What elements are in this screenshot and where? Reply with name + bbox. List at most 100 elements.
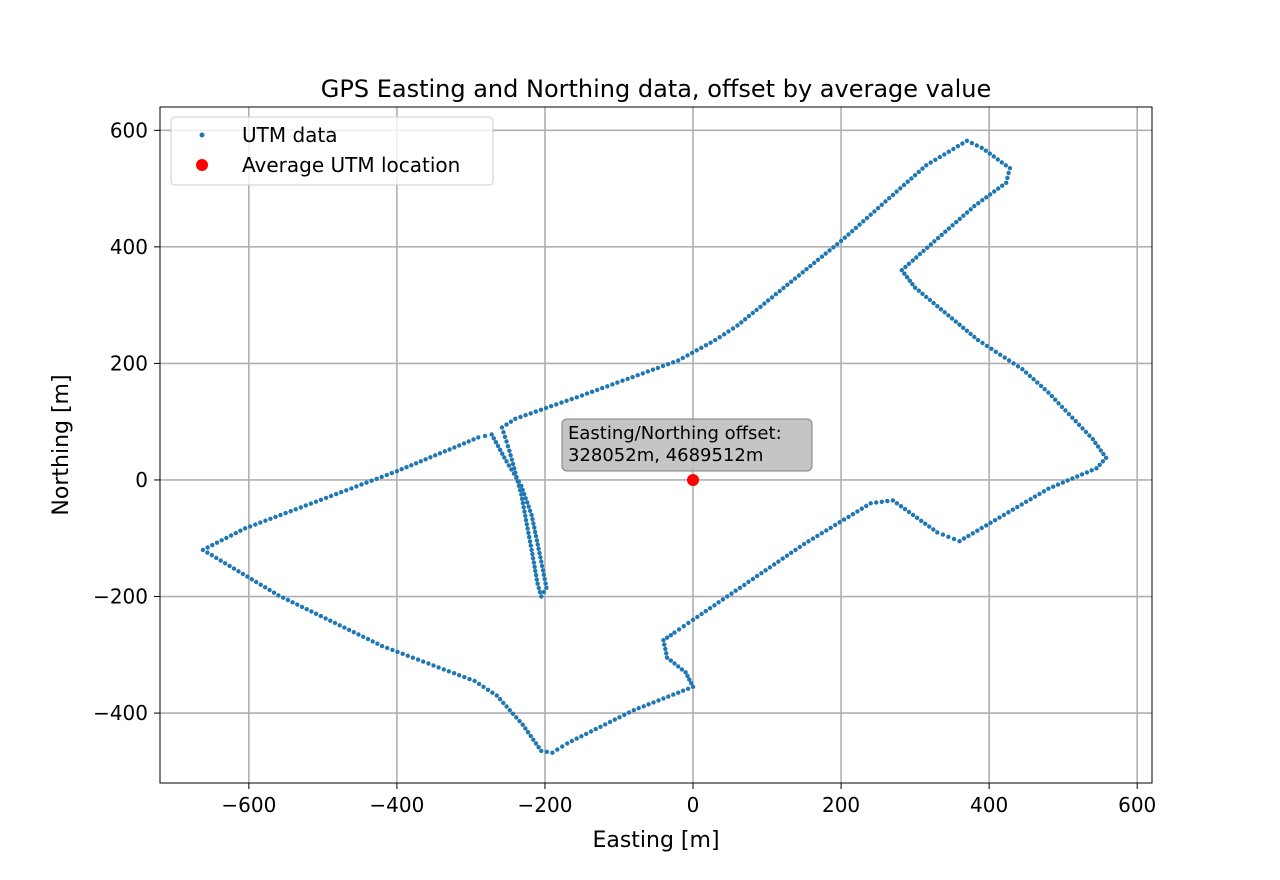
utm-data-point [1103, 455, 1109, 460]
utm-data-point [1063, 408, 1068, 413]
utm-data-point [800, 270, 805, 275]
utm-data-point [532, 564, 537, 569]
utm-data-point [535, 581, 540, 586]
utm-data-point [992, 518, 998, 523]
utm-data-point [1070, 476, 1075, 481]
grid [160, 107, 1152, 783]
utm-data-point [507, 448, 512, 453]
utm-data-point [928, 160, 933, 165]
utm-data-point [555, 747, 560, 752]
utm-data-point [662, 642, 667, 647]
utm-data-point [560, 744, 565, 749]
utm-data-point [224, 535, 229, 541]
utm-data-point [530, 556, 536, 561]
utm-data-point [1101, 451, 1106, 457]
utm-data-point [214, 540, 220, 545]
utm-data-point [472, 678, 477, 684]
utm-data-point [370, 639, 375, 644]
utm-data-point [1100, 459, 1106, 464]
utm-data-point [772, 562, 777, 567]
utm-data-point [946, 226, 952, 231]
utm-data-point [525, 500, 530, 505]
utm-data-point [1060, 480, 1066, 485]
utm-data-point [334, 491, 339, 497]
utm-data-point [499, 425, 505, 430]
utm-data-point [520, 500, 526, 506]
utm-data-point [446, 669, 452, 674]
utm-data-point [1051, 484, 1056, 489]
utm-data-point [431, 663, 436, 668]
utm-data-point [395, 649, 400, 655]
utm-data-point [1098, 448, 1104, 453]
utm-data-point [541, 572, 546, 577]
utm-data-point [1037, 491, 1042, 497]
utm-data-point [957, 539, 962, 544]
utm-data-point [1011, 361, 1016, 366]
utm-data-point [676, 627, 682, 632]
utm-data-point [538, 555, 543, 560]
utm-data-point [964, 328, 970, 333]
utm-data-point [942, 152, 947, 157]
utm-data-point [683, 670, 688, 675]
utm-data-point [625, 376, 630, 382]
utm-data-point [500, 451, 505, 456]
utm-data-point [949, 316, 955, 321]
utm-data-point [950, 223, 955, 228]
utm-data-point [769, 295, 775, 300]
utm-data-point [984, 195, 989, 200]
utm-data-point [964, 210, 970, 215]
utm-data-point [672, 661, 677, 666]
utm-data-point [421, 659, 426, 664]
utm-data-point [785, 282, 790, 287]
utm-data-point [600, 385, 605, 391]
utm-data-point [641, 704, 646, 709]
utm-data-point [344, 488, 349, 493]
utm-data-point [527, 539, 533, 544]
utm-data-point [405, 653, 410, 658]
utm-data-point [550, 750, 555, 755]
legend: UTM data Average UTM location [170, 116, 494, 186]
utm-data-point [588, 729, 594, 734]
utm-data-point [263, 518, 268, 523]
utm-data-point [868, 212, 873, 217]
utm-data-point [528, 543, 533, 548]
utm-data-point [676, 690, 681, 695]
utm-data-point [426, 661, 431, 666]
utm-data-point [323, 616, 328, 621]
utm-data-point [605, 384, 610, 389]
utm-data-point [404, 465, 409, 470]
utm-data-point [390, 647, 395, 653]
utm-data-point [1023, 370, 1029, 375]
utm-data-point [907, 278, 912, 283]
utm-data-point [730, 326, 736, 331]
utm-data-point [954, 219, 959, 225]
legend-swatch-average-location [196, 159, 208, 171]
utm-data-point [471, 437, 476, 442]
utm-data-point [910, 282, 915, 287]
utm-data-point [974, 143, 979, 148]
utm-data-point [313, 499, 319, 504]
utm-data-point [984, 523, 989, 528]
utm-data-point [660, 363, 666, 369]
utm-data-point [827, 248, 832, 253]
utm-data-point [663, 646, 668, 652]
y-axis-ticks: −400 −200 0 200 400 600 [93, 118, 160, 725]
utm-data-point [495, 443, 501, 449]
utm-data-point [912, 285, 918, 290]
utm-data-point [707, 606, 713, 611]
utm-data-point [533, 573, 539, 578]
utm-data-point [927, 297, 933, 303]
utm-data-point [815, 533, 820, 539]
utm-data-point [1084, 470, 1090, 475]
utm-data-point [784, 553, 790, 558]
utm-data-point [318, 497, 324, 502]
utm-data-point [980, 198, 985, 203]
utm-data-point [708, 340, 713, 345]
utm-data-point [525, 526, 530, 531]
y-tick-label: −200 [93, 585, 148, 609]
utm-data-point [931, 527, 936, 532]
utm-data-point [924, 294, 929, 300]
utm-data-point [200, 547, 206, 553]
utm-data-point [1042, 387, 1047, 392]
utm-data-point [656, 698, 661, 703]
